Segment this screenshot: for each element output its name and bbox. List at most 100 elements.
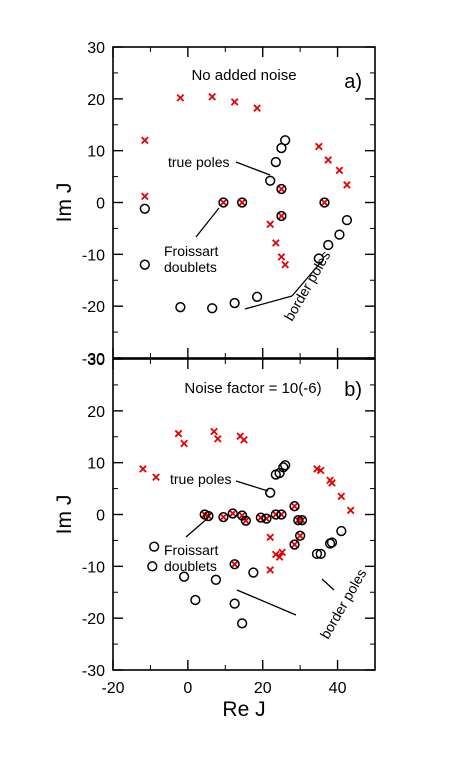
pole-circle [236,618,248,629]
pole-circle [276,183,287,195]
zero-cross [343,181,351,189]
zero-cross [139,465,147,473]
zero-cross [324,156,333,164]
zero-cross [320,198,329,207]
leader-line [321,578,335,591]
annotation-froissart: Froissart [164,243,219,259]
panel-title: Noise factor = 10(-6) [184,380,321,397]
pole-circle [218,197,229,208]
zero-cross [240,436,248,444]
x-axis-label: Re J [222,698,265,721]
pole-circle [280,135,291,146]
zero-cross [266,533,275,542]
zero-cross [140,136,149,145]
pole-circle [336,525,347,537]
pole-circle [276,509,287,520]
pole-circle [248,567,259,578]
leader-line [185,517,209,538]
zero-cross [335,166,344,175]
pole-circle [270,156,281,168]
annotation-true-poles: true poles [168,154,229,170]
zero-cross [253,104,261,112]
zero-cross [242,516,250,525]
zero-cross [315,142,323,151]
zero-cross [277,253,286,261]
pole-circle [227,508,238,519]
pole-circle [149,541,160,552]
panel-b: -30 -20 -10 0 10 20 30 [82,352,376,680]
zero-cross [210,427,218,436]
panel-a: -30 -20 -10 0 10 20 30 [82,40,376,368]
y-axis-label: Im J [53,495,76,535]
y-tick-label: -30 [82,351,105,368]
zero-cross [278,548,287,557]
zero-cross [290,540,299,549]
zero-cross [277,212,286,220]
zero-cross [238,198,246,207]
zero-cross [176,93,185,102]
pole-circle [175,302,186,313]
x-tick-label: 20 [254,680,272,697]
leader-line [195,207,220,238]
y-tick-label: 0 [96,196,105,213]
pole-circle [293,515,304,526]
pole-circle [294,530,306,541]
zero-cross [180,439,188,448]
plot-frame [112,46,376,359]
zero-cross [296,531,304,540]
y-tick-label: 0 [96,508,105,525]
x-tick-label: 0 [183,680,192,697]
leader-line [236,589,297,616]
pole-circle [240,515,252,526]
annotation-border-poles: border poles [281,248,334,323]
y-tick-label: -10 [82,247,105,264]
pole-circle [229,598,240,609]
zero-cross [316,466,325,475]
pole-circle [280,460,291,471]
leader-line [235,480,269,492]
pole-circle [251,291,263,302]
pole-circle [265,487,276,498]
zero-cross [281,260,290,269]
pole-circle [296,515,308,526]
pole-circle [207,303,218,314]
zero-cross [266,220,275,229]
y-tick-label: 10 [87,144,105,161]
pole-circle [311,548,323,560]
pole-circle [139,259,150,270]
pole-circle [265,175,276,186]
pole-circle [229,559,240,570]
x-tick-label: 40 [329,680,347,697]
pole-circle [278,462,289,473]
pole-circle [203,510,214,522]
zero-cross [328,479,336,487]
zero-cross [346,506,355,515]
pole-circle [289,501,300,512]
pole-circle [147,561,158,572]
pole-circle [261,513,272,524]
pole-circle [289,539,300,550]
annotation-doublets: doublets [164,558,217,574]
pole-circle [276,210,287,222]
zero-cross [213,434,222,443]
zero-cross [152,473,160,482]
pole-circle [319,197,330,208]
leader-line [291,261,322,297]
leader-line [244,295,293,310]
pole-circle [323,239,334,251]
pole-circle [255,512,266,523]
y-tick-label: -10 [82,559,105,576]
y-tick-label: 30 [87,40,105,57]
y-tick-label: 10 [87,456,105,473]
zero-cross [174,429,183,438]
annotation-border-poles: border poles [317,566,370,641]
pole-circle [334,229,345,240]
y-tick-label: -30 [82,663,105,680]
panel-title: No added noise [191,67,296,84]
y-tick-label: -20 [82,611,105,628]
y-tick-label: 30 [87,352,105,369]
zero-cross [219,198,228,207]
zero-cross [228,509,237,518]
pole-circle [270,509,281,520]
panel-label: a) [344,71,362,93]
